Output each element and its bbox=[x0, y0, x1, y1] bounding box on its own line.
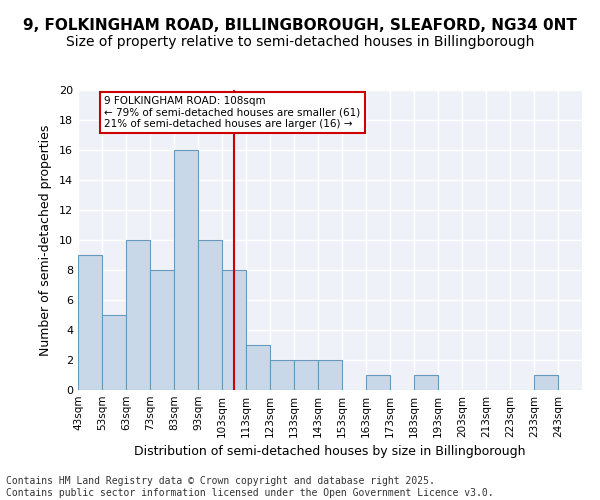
Bar bbox=[318, 360, 342, 390]
Bar bbox=[294, 360, 318, 390]
Text: 9, FOLKINGHAM ROAD, BILLINGBOROUGH, SLEAFORD, NG34 0NT: 9, FOLKINGHAM ROAD, BILLINGBOROUGH, SLEA… bbox=[23, 18, 577, 32]
X-axis label: Distribution of semi-detached houses by size in Billingborough: Distribution of semi-detached houses by … bbox=[134, 446, 526, 458]
Bar bbox=[366, 375, 390, 390]
Bar bbox=[150, 270, 174, 390]
Bar bbox=[246, 345, 270, 390]
Bar bbox=[534, 375, 558, 390]
Text: Size of property relative to semi-detached houses in Billingborough: Size of property relative to semi-detach… bbox=[66, 35, 534, 49]
Text: 9 FOLKINGHAM ROAD: 108sqm
← 79% of semi-detached houses are smaller (61)
21% of : 9 FOLKINGHAM ROAD: 108sqm ← 79% of semi-… bbox=[104, 96, 361, 129]
Bar bbox=[198, 240, 222, 390]
Text: Contains HM Land Registry data © Crown copyright and database right 2025.
Contai: Contains HM Land Registry data © Crown c… bbox=[6, 476, 494, 498]
Bar bbox=[270, 360, 294, 390]
Bar bbox=[174, 150, 198, 390]
Bar bbox=[222, 270, 246, 390]
Bar bbox=[126, 240, 150, 390]
Bar bbox=[414, 375, 438, 390]
Y-axis label: Number of semi-detached properties: Number of semi-detached properties bbox=[39, 124, 52, 356]
Bar bbox=[102, 315, 126, 390]
Bar bbox=[78, 255, 102, 390]
